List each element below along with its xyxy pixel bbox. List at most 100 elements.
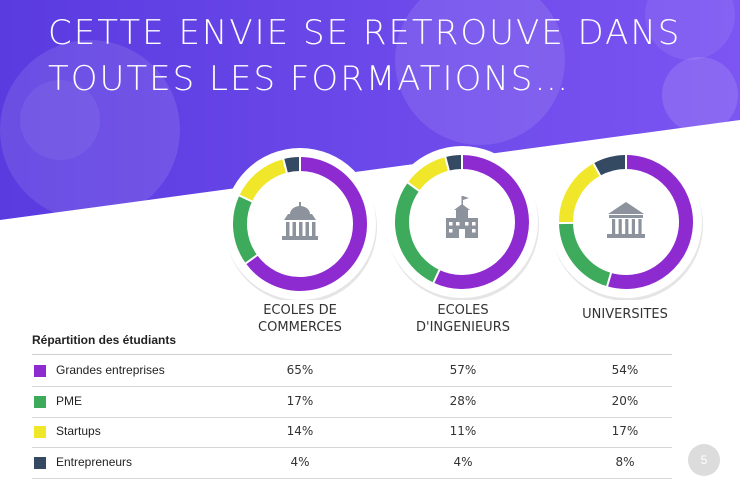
column-header-line: D'INGENIEURS xyxy=(415,320,510,335)
icon-door xyxy=(459,229,465,238)
donut-slice-entrepreneurs xyxy=(283,157,301,173)
icon-part xyxy=(461,196,463,205)
decor-circle xyxy=(0,40,180,220)
icon-part xyxy=(284,214,316,220)
icon-part xyxy=(625,219,629,234)
table-top-divider xyxy=(32,354,672,355)
icon-part xyxy=(456,210,468,220)
cell-value: 8% xyxy=(615,455,635,469)
icon-window xyxy=(449,222,453,226)
icon-window xyxy=(472,222,476,226)
donut-separator xyxy=(432,268,441,284)
cell-value: 17% xyxy=(286,394,314,408)
donut-separator xyxy=(605,271,613,288)
donut-slice-pme xyxy=(395,182,440,283)
legend-swatch-grandes-entreprises xyxy=(34,365,46,377)
donut-slice-startups xyxy=(407,157,450,192)
icon-part xyxy=(290,206,310,214)
donut-chart xyxy=(386,146,539,300)
column-header-ecoles-ingenieurs: ECOLES D'INGENIEURS xyxy=(393,302,533,336)
column-header-ecoles-commerces: ECOLES DE COMMERCES xyxy=(230,302,370,336)
cell-value: 11% xyxy=(449,424,477,438)
icon-part xyxy=(638,219,642,234)
icon-part xyxy=(618,219,622,234)
legend-swatch-entrepreneurs xyxy=(34,457,46,469)
donut-slice-pme xyxy=(233,195,258,264)
decor-circle xyxy=(395,0,565,145)
series-label: PME xyxy=(56,394,83,408)
cell-value: 4% xyxy=(290,455,310,469)
icon-part xyxy=(299,202,301,208)
column-header-line: UNIVERSITES xyxy=(582,307,668,322)
table-row: PME 17% 28% 20% xyxy=(32,387,672,418)
icon-part xyxy=(609,215,643,218)
cell-value: 65% xyxy=(286,363,314,377)
page-number-badge: 5 xyxy=(688,444,720,476)
column-header-line: ECOLES DE xyxy=(263,303,337,318)
row-divider xyxy=(32,417,672,418)
cell-value: 28% xyxy=(449,394,477,408)
legend-swatch-startups xyxy=(34,426,46,438)
decor-circle xyxy=(662,57,738,133)
icon-part xyxy=(607,234,645,238)
row-divider xyxy=(32,478,672,479)
cell-value: 57% xyxy=(449,363,477,377)
icon-window xyxy=(472,229,476,233)
series-label: Grandes entreprises xyxy=(56,363,165,377)
column-header-line: COMMERCES xyxy=(258,320,342,335)
donut-slice-startups xyxy=(239,159,288,202)
bank-building-icon xyxy=(282,202,318,240)
donut-chart xyxy=(550,146,703,300)
donut-slice-grandes-entreprises xyxy=(433,155,529,289)
table-row: Startups 14% 11% 17% xyxy=(32,417,672,448)
cell-value: 4% xyxy=(453,455,473,469)
icon-part xyxy=(631,219,635,234)
donut-slice-pme xyxy=(559,222,612,287)
donut-slice-grandes-entreprises xyxy=(245,157,367,291)
cell-value: 17% xyxy=(611,424,639,438)
legend-swatch-pme xyxy=(34,396,46,408)
row-divider xyxy=(32,447,672,448)
donut-charts xyxy=(224,146,703,300)
decor-circle xyxy=(20,80,100,160)
icon-window xyxy=(456,222,460,226)
icon-part xyxy=(286,222,290,236)
column-header-line: ECOLES xyxy=(437,303,489,318)
title-banner xyxy=(0,0,740,220)
series-label: Startups xyxy=(56,424,101,438)
icon-part xyxy=(282,236,318,240)
icon-part xyxy=(463,196,469,200)
donut-chart xyxy=(224,148,377,300)
donut-slice-startups xyxy=(559,163,601,224)
donut-slice-entrepreneurs xyxy=(593,155,627,176)
cell-value: 14% xyxy=(286,424,314,438)
donut-separator xyxy=(282,157,289,174)
icon-part xyxy=(312,222,316,236)
icon-window xyxy=(449,229,453,233)
slide-title: CETTE ENVIE SE RETROUVE DANS TOUTES LES … xyxy=(48,10,708,102)
donut-separator xyxy=(238,194,254,203)
table-row: Grandes entreprises 65% 57% 54% xyxy=(32,356,672,387)
donut-separator xyxy=(244,253,259,265)
columns-building-icon xyxy=(607,202,645,238)
cell-value: 54% xyxy=(611,363,639,377)
icon-part xyxy=(305,222,309,236)
series-label: Entrepreneurs xyxy=(56,455,133,469)
icon-part xyxy=(446,218,478,238)
table-row: Entrepreneurs 4% 4% 8% xyxy=(32,448,672,479)
donut-separator xyxy=(444,155,451,172)
icon-part xyxy=(612,219,616,234)
cell-value: 20% xyxy=(611,394,639,408)
icon-window xyxy=(465,222,469,226)
donut-separator xyxy=(592,162,602,178)
slide-title-line-2: TOUTES LES FORMATIONS… xyxy=(48,59,571,99)
table-row-header: Répartition des étudiants xyxy=(32,333,177,347)
school-building-icon xyxy=(446,196,478,238)
donut-slice-entrepreneurs xyxy=(445,155,463,171)
decor-circle xyxy=(645,0,735,60)
donut-slice-grandes-entreprises xyxy=(607,155,693,289)
row-divider xyxy=(32,386,672,387)
donut-separator xyxy=(406,181,421,193)
icon-part xyxy=(454,204,470,210)
